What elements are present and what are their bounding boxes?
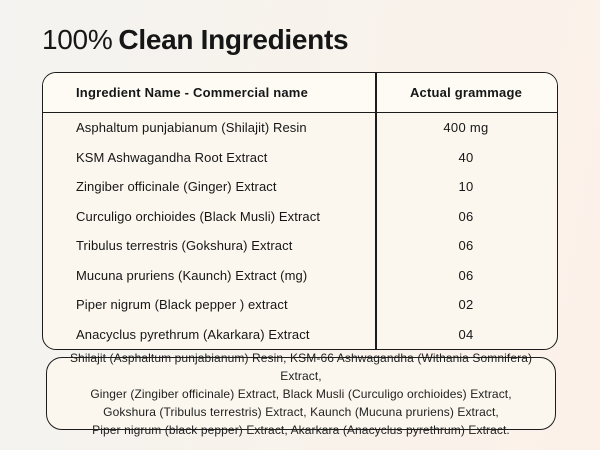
ingredient-name-cell: Mucuna pruriens (Kaunch) Extract (mg) bbox=[76, 267, 308, 283]
summary-line: Piper nigrum (black pepper) Extract, Aka… bbox=[92, 422, 510, 437]
table-row: KSM Ashwagandha Root Extract 40 bbox=[43, 143, 557, 173]
ingredient-name-cell: Zingiber officinale (Ginger) Extract bbox=[76, 179, 277, 195]
table-row: Piper nigrum (Black pepper ) extract 02 bbox=[43, 290, 557, 320]
table-header-row: Ingredient Name - Commercial name Actual… bbox=[43, 73, 557, 113]
grammage-value-cell: 40 bbox=[458, 149, 474, 165]
page-title-percent: 100% bbox=[42, 24, 113, 55]
page-title-main: Clean Ingredients bbox=[118, 24, 349, 55]
ingredient-name-cell: Curculigo orchioides (Black Musli) Extra… bbox=[76, 208, 321, 224]
ingredient-name-cell: Asphaltum punjabianum (Shilajit) Resin bbox=[76, 120, 307, 136]
ingredient-name-cell: Anacyclus pyrethrum (Akarkara) Extract bbox=[76, 326, 310, 342]
column-divider bbox=[375, 73, 377, 349]
ingredient-name-cell: Tribulus terrestris (Gokshura) Extract bbox=[76, 238, 293, 254]
grammage-value-cell: 06 bbox=[458, 267, 474, 283]
grammage-value-cell: 10 bbox=[458, 179, 474, 195]
grammage-value-cell: 06 bbox=[458, 238, 474, 254]
table-row: Curculigo orchioides (Black Musli) Extra… bbox=[43, 202, 557, 232]
header-actual-grammage: Actual grammage bbox=[409, 85, 523, 100]
table-row: Zingiber officinale (Ginger) Extract 10 bbox=[43, 172, 557, 202]
ingredients-table: Ingredient Name - Commercial name Actual… bbox=[42, 72, 558, 350]
table-row: Tribulus terrestris (Gokshura) Extract 0… bbox=[43, 231, 557, 261]
ingredient-name-cell: KSM Ashwagandha Root Extract bbox=[76, 149, 268, 165]
table-row: Anacyclus pyrethrum (Akarkara) Extract 0… bbox=[43, 320, 557, 350]
summary-line: Shilajit (Asphaltum punjabianum) Resin, … bbox=[69, 350, 533, 383]
grammage-value-cell: 06 bbox=[458, 208, 474, 224]
summary-line: Ginger (Zingiber officinale) Extract, Bl… bbox=[90, 386, 512, 401]
page-title: 100% Clean Ingredients bbox=[42, 24, 349, 56]
ingredients-summary-note: Shilajit (Asphaltum punjabianum) Resin, … bbox=[46, 351, 556, 437]
table-body: Asphaltum punjabianum (Shilajit) Resin 4… bbox=[43, 113, 557, 349]
table-row: Mucuna pruriens (Kaunch) Extract (mg) 06 bbox=[43, 261, 557, 291]
summary-line: Gokshura (Tribulus terrestris) Extract, … bbox=[103, 404, 499, 419]
ingredient-name-cell: Piper nigrum (Black pepper ) extract bbox=[76, 297, 288, 313]
grammage-value-cell: 02 bbox=[458, 297, 474, 313]
table-row: Asphaltum punjabianum (Shilajit) Resin 4… bbox=[43, 113, 557, 143]
header-ingredient-name: Ingredient Name - Commercial name bbox=[76, 85, 308, 100]
grammage-value-cell: 04 bbox=[458, 326, 474, 342]
grammage-value-cell: 400 mg bbox=[443, 120, 489, 136]
